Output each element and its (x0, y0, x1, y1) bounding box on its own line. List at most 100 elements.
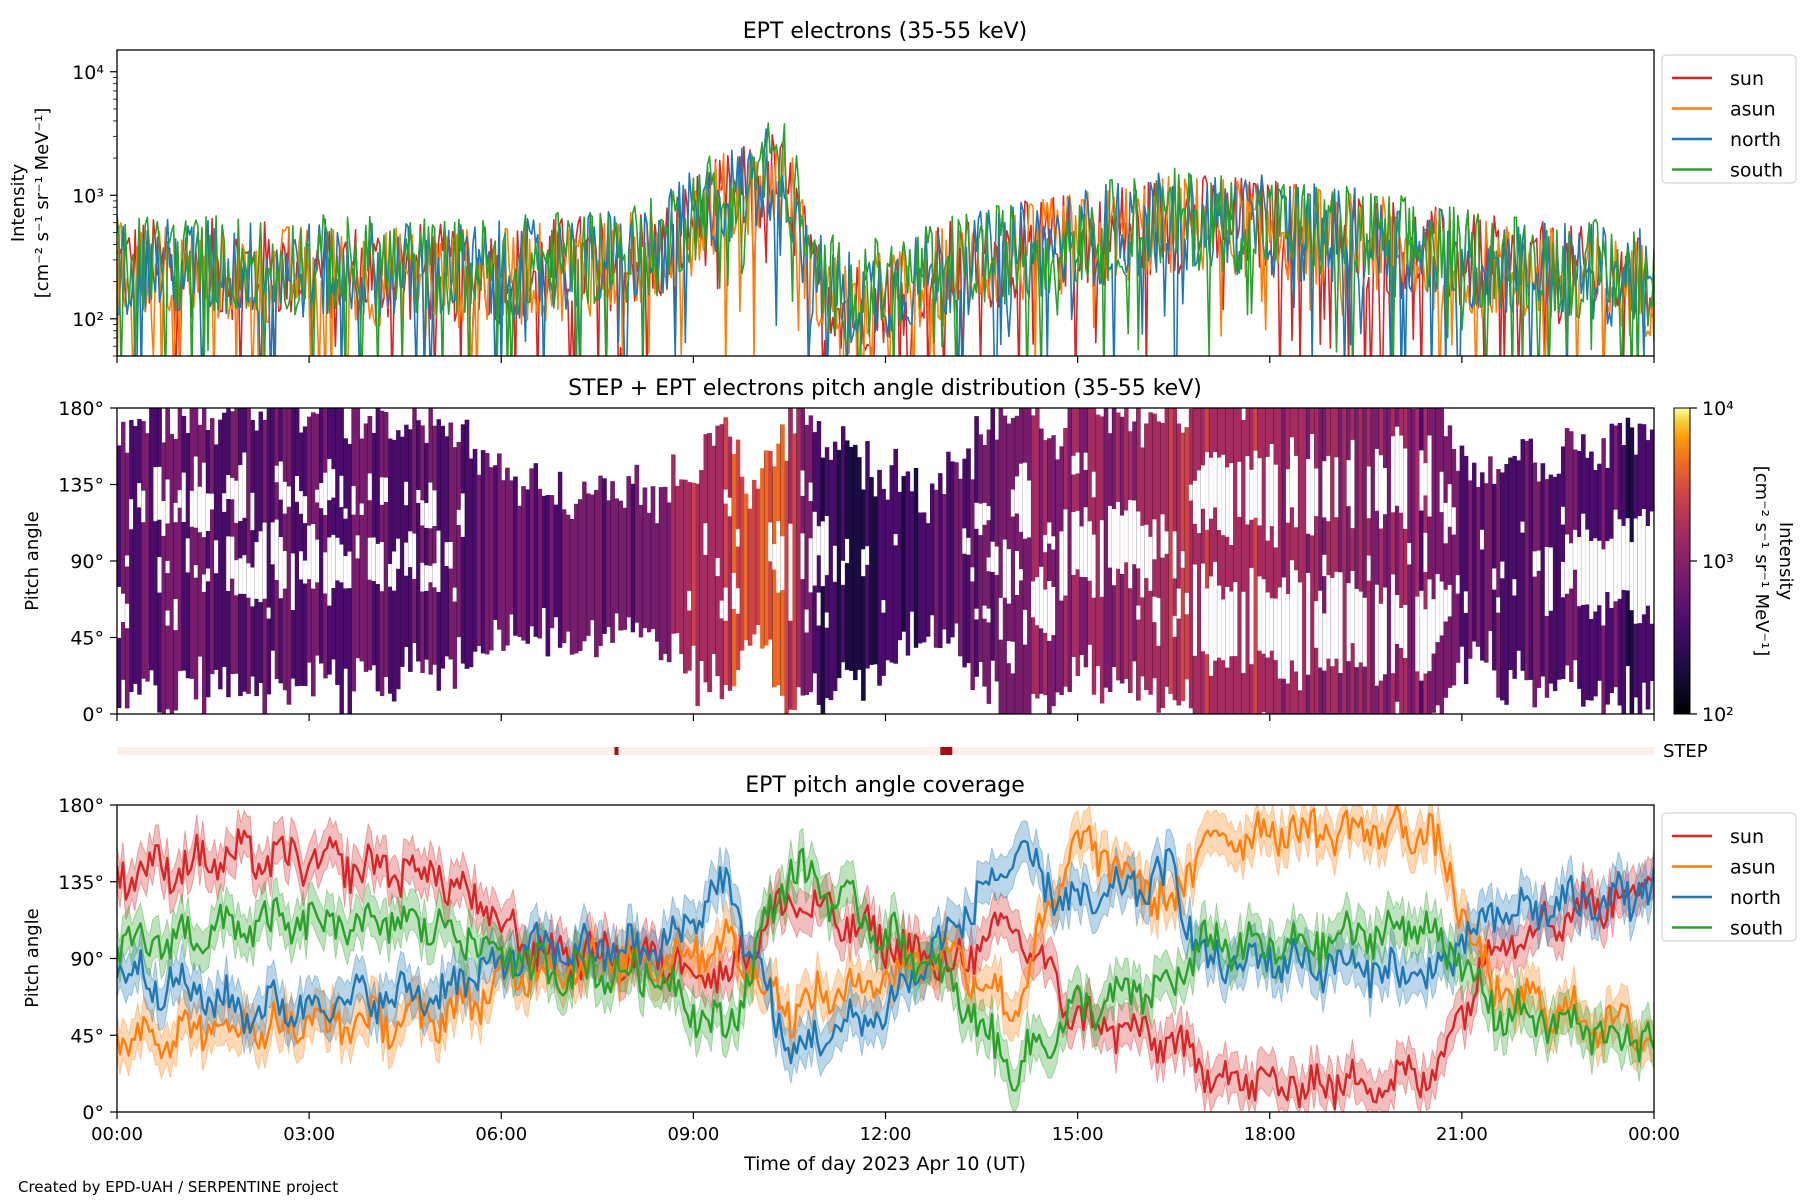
heatmap-column (735, 439, 741, 671)
heatmap-column (929, 483, 935, 616)
heatmap-gap (1200, 465, 1206, 509)
heatmap-column (165, 408, 170, 710)
heatmap-gap (383, 477, 389, 502)
heatmap-gap (1447, 484, 1453, 527)
heatmap-column (1330, 408, 1335, 714)
panel2-ylabel: Pitch angle (22, 511, 43, 610)
heatmap-gap (428, 565, 433, 583)
heatmap-gap (404, 542, 409, 576)
heatmap-gap (1621, 525, 1627, 590)
heatmap-gap (161, 501, 167, 536)
heatmap-gap (1617, 519, 1623, 599)
heatmap-column (153, 408, 158, 686)
heatmap-column (1496, 469, 1501, 698)
heatmap-gap (1581, 513, 1586, 605)
y-tick-label: 10² (72, 309, 104, 331)
heatmap-gap (392, 551, 397, 591)
heatmap-column (177, 408, 183, 672)
heatmap-gap (1152, 519, 1157, 560)
heatmap-column (400, 436, 405, 667)
x-tick-label: 03:00 (283, 1124, 335, 1145)
heatmap-column (149, 408, 154, 671)
heatmap-gap (1285, 594, 1291, 684)
panel1-title: EPT electrons (35-55 keV) (743, 19, 1028, 44)
heatmap-column (355, 408, 361, 659)
heatmap-gap (278, 461, 284, 500)
heatmap-gap (408, 531, 413, 568)
heatmap-column (679, 479, 684, 655)
heatmap-column (416, 420, 421, 662)
heatmap-column (1051, 435, 1056, 707)
heatmap-column (1314, 408, 1319, 714)
heatmap-gap (339, 544, 344, 583)
heatmap-column (966, 448, 971, 664)
heatmap-gap (254, 542, 260, 599)
heatmap-gap (412, 533, 417, 579)
heatmap-gap (1221, 599, 1226, 661)
heatmap-gap (788, 523, 793, 621)
heatmap-gap (1391, 574, 1396, 674)
y-tick-label: 90° (70, 949, 104, 971)
heatmap-gap (768, 522, 773, 562)
heatmap-gap (1245, 456, 1251, 525)
heatmap-column (1354, 408, 1360, 714)
heatmap-column (905, 471, 911, 656)
heatmap-column (549, 495, 555, 629)
colorbar-tick-label: 10⁴ (1702, 398, 1734, 420)
heatmap-gap (1047, 522, 1052, 544)
heatmap-gap (242, 452, 247, 518)
heatmap-column (1471, 462, 1477, 642)
colorbar-label: Intensity (1775, 522, 1796, 601)
heatmap-gap (1132, 500, 1137, 565)
panel4-legend: sun asun north south (1661, 812, 1797, 942)
series-line-south (117, 847, 1654, 1092)
heatmap-gap (1136, 605, 1141, 620)
heatmap-column (173, 439, 179, 711)
heatmap-column (1253, 408, 1259, 714)
heatmap-column (505, 467, 510, 646)
heatmap-gap (1128, 500, 1133, 589)
heatmap-column (509, 480, 514, 615)
heatmap-gap (1306, 572, 1311, 675)
heatmap-gap (715, 558, 721, 577)
legend-label-north: north (1730, 129, 1781, 151)
heatmap-column (1233, 408, 1238, 714)
heatmap-column (626, 476, 632, 618)
heatmap-gap (121, 593, 126, 622)
heatmap-column (990, 408, 996, 661)
heatmap-gap (1601, 549, 1606, 626)
heatmap-gap (1391, 436, 1396, 513)
heatmap-gap (274, 519, 280, 580)
heatmap-gap (1322, 461, 1327, 518)
heatmap-gap (420, 562, 425, 592)
heatmap-column (982, 445, 988, 687)
heatmap-column (836, 449, 842, 679)
heatmap-gap (214, 540, 219, 574)
heatmap-column (489, 467, 494, 651)
heatmap-gap (319, 483, 324, 509)
heatmap-column (893, 448, 899, 664)
heatmap-column (1103, 408, 1109, 688)
heatmap-gap (193, 456, 199, 528)
heatmap-gap (367, 537, 373, 580)
heatmap-gap (1378, 603, 1384, 681)
heatmap-gap (1520, 521, 1526, 533)
heatmap-gap (1294, 455, 1299, 528)
heatmap-column (319, 408, 324, 664)
heatmap-column (1512, 455, 1517, 679)
heatmap-column (1168, 408, 1174, 694)
heatmap-column (282, 408, 288, 691)
heatmap-column (869, 477, 874, 665)
heatmap-gap (1071, 455, 1077, 475)
heatmap-gap (800, 533, 806, 580)
heatmap-column (533, 463, 539, 637)
heatmap-gap (1006, 641, 1012, 664)
heatmap-gap (1362, 597, 1368, 667)
heatmap-column (197, 424, 203, 657)
panel1-legend: sun asun north south (1661, 54, 1797, 184)
heatmap-gap (1265, 592, 1271, 658)
heatmap-column (472, 448, 478, 652)
heatmap-gap (966, 537, 971, 555)
heatmap-gap (824, 516, 830, 576)
heatmap-gap (1213, 452, 1218, 508)
